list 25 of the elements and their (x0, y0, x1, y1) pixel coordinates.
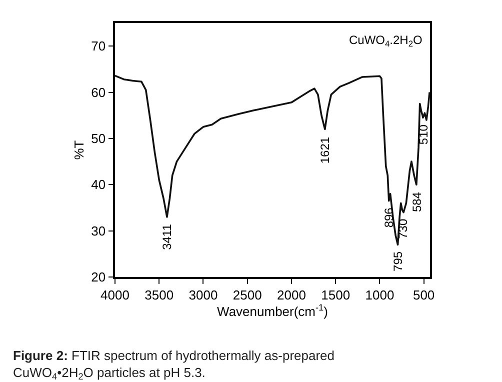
y-tick-label: 20 (91, 270, 106, 285)
x-tick-label: 3000 (188, 287, 218, 302)
x-tick-label: 500 (412, 287, 435, 302)
x-tick-label: 1000 (365, 287, 394, 302)
annotation: 3411 (160, 224, 174, 250)
text: Figure 2: FTIR spectrum of hydrothermally as-prepared CuWO$_{4}$•2H$_{2}$O particles at pH 5.3. (13, 348, 335, 382)
y-tick-label: 60 (91, 84, 106, 100)
x-tick-label: 2000 (277, 287, 306, 302)
annotation: 730 (396, 218, 410, 239)
x-tick-label: 2500 (232, 287, 262, 302)
x-tick-label: 3500 (144, 287, 174, 302)
annotation: 896 (382, 207, 396, 228)
annotation: CuWO$_{4}$.2H$_{2}$O (349, 33, 422, 49)
annotation: 584 (410, 192, 424, 212)
annotation: 1621 (318, 136, 332, 164)
annotation: 510 (416, 124, 430, 145)
y-tick-label: 40 (91, 177, 106, 192)
x-tick-label: 1500 (321, 287, 350, 302)
y-tick-label: 50 (91, 131, 106, 146)
y-tick-label: 70 (91, 38, 106, 54)
annotation: 795 (391, 251, 406, 272)
x-axis-title: Wavenumber(cm$^{-1}$) (217, 302, 328, 319)
x-tick-label: 4000 (100, 287, 130, 302)
y-axis-title: %T (72, 140, 87, 160)
y-tick-label: 30 (91, 223, 106, 238)
